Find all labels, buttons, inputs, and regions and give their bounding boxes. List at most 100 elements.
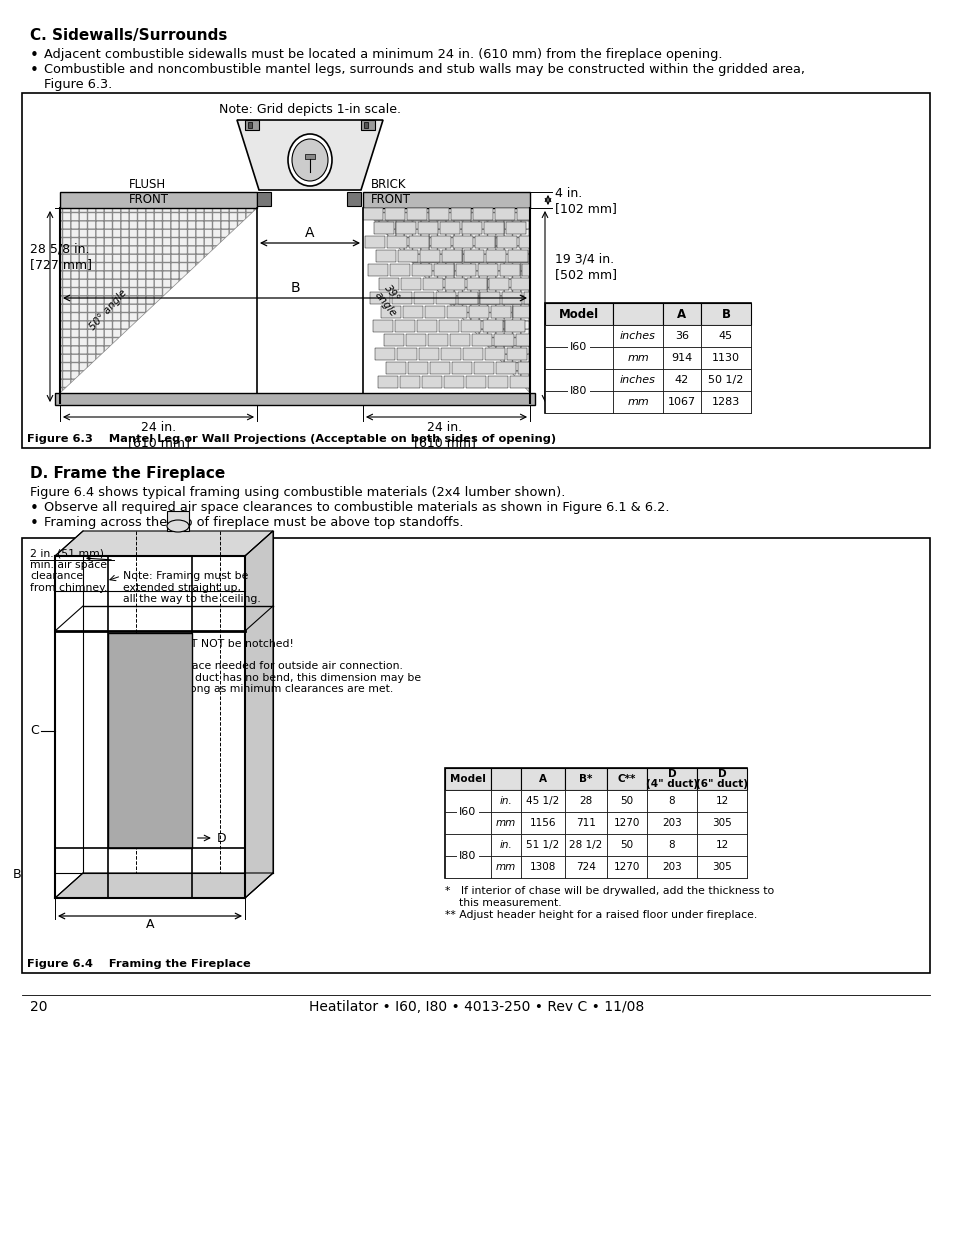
Bar xyxy=(417,222,437,233)
Bar xyxy=(606,811,646,834)
Bar xyxy=(520,790,564,811)
Text: 45 1/2: 45 1/2 xyxy=(526,797,559,806)
Text: 51 1/2: 51 1/2 xyxy=(526,840,559,850)
Text: 28: 28 xyxy=(578,797,592,806)
Polygon shape xyxy=(236,120,382,190)
Bar xyxy=(662,325,700,347)
Bar xyxy=(436,291,456,304)
Bar xyxy=(385,207,405,220)
Bar xyxy=(397,249,417,262)
Bar xyxy=(491,790,520,811)
Bar xyxy=(521,264,530,275)
Bar xyxy=(491,834,520,856)
Text: in.: in. xyxy=(499,840,512,850)
Bar xyxy=(360,120,375,130)
Bar xyxy=(421,375,441,388)
Bar xyxy=(375,348,395,359)
Text: 12: 12 xyxy=(715,840,728,850)
Text: 20: 20 xyxy=(30,1000,48,1014)
Bar xyxy=(22,538,929,973)
Bar xyxy=(412,264,432,275)
Text: B: B xyxy=(12,868,21,882)
Bar xyxy=(384,333,403,346)
Text: 24 in.
[610 mm]: 24 in. [610 mm] xyxy=(128,421,190,450)
Bar xyxy=(444,278,464,290)
Bar xyxy=(479,291,499,304)
Bar xyxy=(513,306,530,317)
Bar xyxy=(474,362,494,374)
Polygon shape xyxy=(60,207,256,393)
Text: BRICK
FRONT: BRICK FRONT xyxy=(371,178,411,206)
Text: •: • xyxy=(30,516,39,531)
Bar xyxy=(564,790,606,811)
Text: 36: 36 xyxy=(675,331,688,341)
Bar xyxy=(370,291,390,304)
Bar xyxy=(430,362,450,374)
Bar xyxy=(506,348,526,359)
Bar xyxy=(248,122,252,128)
Bar xyxy=(646,811,697,834)
Bar xyxy=(499,264,519,275)
Text: Figure 6.4 shows typical framing using combustible materials (2x4 lumber shown).: Figure 6.4 shows typical framing using c… xyxy=(30,487,565,499)
Bar xyxy=(520,856,564,878)
Bar xyxy=(544,303,613,325)
Bar xyxy=(613,391,662,412)
Bar xyxy=(646,856,697,878)
Bar xyxy=(395,222,416,233)
Text: Note: Grid depicts 1-in scale.: Note: Grid depicts 1-in scale. xyxy=(219,103,400,116)
Text: B: B xyxy=(290,282,299,295)
Text: 39°
angle: 39° angle xyxy=(373,283,407,319)
Ellipse shape xyxy=(167,520,189,532)
Bar xyxy=(491,306,511,317)
Bar xyxy=(700,347,750,369)
Bar xyxy=(460,320,480,332)
Bar xyxy=(484,348,504,359)
Bar xyxy=(434,264,454,275)
Text: 45: 45 xyxy=(719,331,732,341)
Bar xyxy=(453,236,473,248)
Text: 914: 914 xyxy=(671,353,692,363)
Bar xyxy=(697,811,746,834)
Text: •: • xyxy=(30,63,39,78)
Bar xyxy=(662,369,700,391)
Bar xyxy=(564,834,606,856)
Text: •: • xyxy=(30,48,39,63)
Bar xyxy=(697,790,746,811)
Bar xyxy=(443,375,463,388)
Bar xyxy=(416,320,436,332)
Text: I60: I60 xyxy=(459,806,476,818)
Bar xyxy=(363,191,530,207)
Bar xyxy=(347,191,360,206)
Bar xyxy=(646,834,697,856)
Bar xyxy=(564,768,606,790)
Bar xyxy=(400,278,420,290)
Bar xyxy=(418,348,438,359)
Bar xyxy=(452,362,472,374)
Bar xyxy=(424,306,444,317)
Bar xyxy=(409,236,429,248)
Text: 24 in.
[610 mm]: 24 in. [610 mm] xyxy=(414,421,476,450)
Ellipse shape xyxy=(288,135,332,186)
Bar xyxy=(520,811,564,834)
Bar xyxy=(700,303,750,325)
Bar xyxy=(375,249,395,262)
Bar xyxy=(414,291,434,304)
Bar xyxy=(520,834,564,856)
Text: ** Adjust header height for a raised floor under fireplace.: ** Adjust header height for a raised flo… xyxy=(444,910,757,920)
Bar xyxy=(55,393,535,405)
Bar xyxy=(167,511,189,531)
Text: I80: I80 xyxy=(458,851,476,861)
Bar xyxy=(523,291,530,304)
Polygon shape xyxy=(55,873,273,898)
Text: •: • xyxy=(30,501,39,516)
Bar xyxy=(507,249,527,262)
Bar xyxy=(108,634,192,848)
Bar xyxy=(396,348,416,359)
Bar xyxy=(475,236,495,248)
Bar xyxy=(489,278,509,290)
Text: D = extra space needed for outside air connection.
If outside air duct has no be: D = extra space needed for outside air c… xyxy=(123,661,421,694)
Text: 305: 305 xyxy=(711,818,731,827)
Bar xyxy=(488,375,507,388)
Text: C. Sidewalls/Surrounds: C. Sidewalls/Surrounds xyxy=(30,28,227,43)
Bar xyxy=(700,325,750,347)
